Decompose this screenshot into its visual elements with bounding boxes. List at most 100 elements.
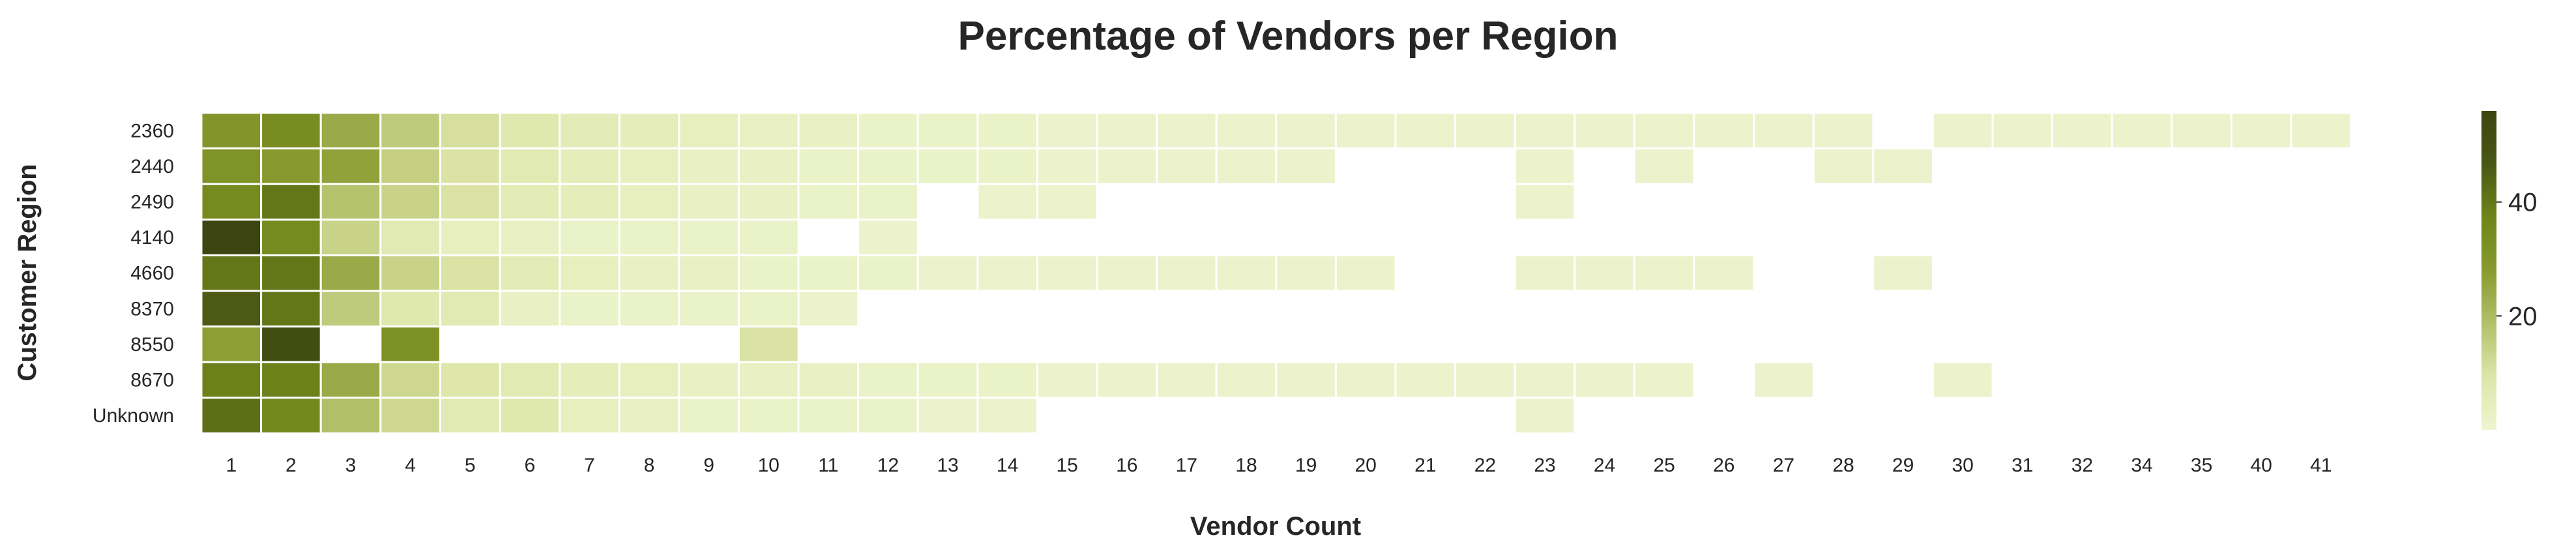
heatmap-cell [797, 397, 860, 434]
chart-title: Percentage of Vendors per Region [958, 14, 1618, 59]
heatmap-cell [439, 112, 501, 150]
heatmap-cell [260, 254, 322, 292]
heatmap-cell [1514, 183, 1576, 221]
heatmap-cells [200, 112, 2352, 434]
heatmap-cell [1215, 112, 1278, 150]
heatmap-cell [797, 147, 860, 185]
heatmap-cell [1156, 147, 1218, 185]
heatmap-cell [559, 112, 621, 150]
heatmap-cell [260, 325, 322, 363]
heatmap-cell [737, 290, 800, 328]
heatmap-cell [1633, 112, 1695, 150]
x-tick-label: 27 [1773, 455, 1794, 476]
heatmap-cell [1036, 254, 1098, 292]
heatmap-cell [857, 254, 919, 292]
heatmap-cell [916, 254, 979, 292]
heatmap-cell [559, 183, 621, 221]
y-tick-label: 8550 [130, 334, 174, 355]
heatmap-cell [678, 112, 740, 150]
heatmap-cell [976, 183, 1038, 221]
heatmap-cell [1275, 112, 1337, 150]
heatmap-cell [1156, 254, 1218, 292]
heatmap-cell [1454, 361, 1516, 399]
heatmap-cell [319, 397, 382, 434]
x-tick-label: 7 [584, 455, 595, 476]
heatmap-cell [618, 290, 681, 328]
heatmap-cell [857, 112, 919, 150]
heatmap-cell [857, 397, 919, 434]
heatmap-cell [379, 397, 441, 434]
heatmap-cell [797, 361, 860, 399]
heatmap-cell [379, 290, 441, 328]
heatmap-cell [618, 361, 681, 399]
x-tick-label: 10 [758, 455, 780, 476]
heatmap-cell [1215, 361, 1278, 399]
heatmap-cell [618, 183, 681, 221]
colorbar-tick-label: 40 [2508, 189, 2538, 217]
x-tick-label: 35 [2191, 455, 2212, 476]
heatmap-cell [200, 325, 263, 363]
heatmap-cell [1334, 254, 1397, 292]
heatmap-cell [319, 361, 382, 399]
heatmap-cell [2230, 112, 2292, 150]
x-tick-label: 17 [1176, 455, 1197, 476]
heatmap-cell [1096, 361, 1158, 399]
heatmap-cell [499, 254, 561, 292]
x-tick-label: 21 [1414, 455, 1436, 476]
heatmap-cell [1514, 254, 1576, 292]
heatmap-cell [737, 325, 800, 363]
heatmap-cell [678, 147, 740, 185]
heatmap-cell [439, 361, 501, 399]
heatmap-cell [1872, 254, 1934, 292]
heatmap-cell [1275, 254, 1337, 292]
heatmap-cell [260, 147, 322, 185]
heatmap-cell [797, 254, 860, 292]
heatmap-cell [439, 397, 501, 434]
heatmap-cell [797, 112, 860, 150]
heatmap-cell [678, 361, 740, 399]
heatmap-cell [379, 325, 441, 363]
heatmap-cell [1573, 361, 1635, 399]
heatmap-cell [976, 147, 1038, 185]
heatmap-cell [678, 183, 740, 221]
heatmap-cell [260, 397, 322, 434]
heatmap-cell [737, 254, 800, 292]
heatmap-cell [260, 361, 322, 399]
x-tick-label: 12 [877, 455, 899, 476]
heatmap-cell [379, 219, 441, 256]
heatmap-cell [678, 290, 740, 328]
heatmap-cell [200, 254, 263, 292]
heatmap-cell [737, 183, 800, 221]
heatmap-cell [439, 290, 501, 328]
x-tick-label: 18 [1235, 455, 1257, 476]
heatmap-cell [1693, 112, 1755, 150]
x-tick-label: 22 [1474, 455, 1496, 476]
heatmap-cell [1633, 254, 1695, 292]
y-tick-label: 8670 [130, 370, 174, 391]
heatmap-cell [1991, 112, 2054, 150]
heatmap-cell [200, 290, 263, 328]
heatmap-cell [797, 290, 860, 328]
heatmap-cell [499, 290, 561, 328]
heatmap-cell [737, 397, 800, 434]
y-tick-label: 8370 [130, 298, 174, 320]
x-tick-label: 30 [1952, 455, 1974, 476]
x-tick-label: 24 [1594, 455, 1615, 476]
heatmap-cell [559, 397, 621, 434]
heatmap-cell [379, 147, 441, 185]
heatmap-cell [2290, 112, 2352, 150]
x-tick-label: 8 [644, 455, 655, 476]
heatmap-cell [2171, 112, 2232, 150]
heatmap-cell [1872, 147, 1934, 185]
x-tick-label: 31 [2012, 455, 2033, 476]
heatmap-cell [499, 183, 561, 221]
heatmap-cell [1514, 147, 1576, 185]
heatmap-cell [1036, 147, 1098, 185]
heatmap-cell [200, 361, 263, 399]
y-tick-label: Unknown [93, 405, 174, 427]
heatmap-cell [439, 254, 501, 292]
y-tick-label: 4660 [130, 263, 174, 284]
heatmap-cell [857, 183, 919, 221]
x-tick-label: 34 [2131, 455, 2152, 476]
